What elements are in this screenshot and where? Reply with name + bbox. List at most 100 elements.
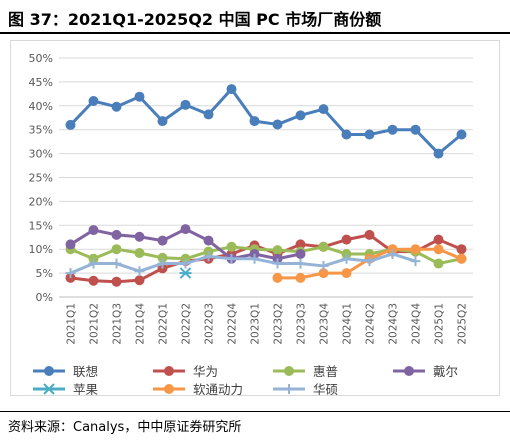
data-point <box>272 119 283 130</box>
y-tick-label: 30% <box>29 148 53 161</box>
data-point <box>179 267 192 279</box>
y-tick-label: 10% <box>29 243 53 256</box>
legend-label: 苹果 <box>73 382 99 395</box>
x-tick-label: 2022Q4 <box>227 303 239 345</box>
legend-item: 戴尔 <box>393 364 458 379</box>
x-tick-label: 2022Q2 <box>181 303 193 345</box>
data-point <box>318 260 329 271</box>
data-point <box>43 383 55 395</box>
data-point <box>341 234 352 245</box>
source-note: 资料来源：Canalys，中中原证券研究所 <box>8 420 242 435</box>
data-point <box>65 239 76 250</box>
data-point <box>157 235 168 246</box>
legend-item: 华为 <box>153 364 218 379</box>
data-point <box>433 258 444 269</box>
y-tick-label: 45% <box>29 76 53 89</box>
data-point <box>111 229 122 240</box>
data-point <box>318 104 329 115</box>
y-tick-label: 20% <box>29 195 53 208</box>
legend-label: 华硕 <box>313 382 338 395</box>
x-tick-label: 2023Q3 <box>296 303 308 345</box>
x-tick-label: 2025Q2 <box>457 303 469 345</box>
data-point <box>249 253 260 264</box>
data-point <box>164 384 174 394</box>
data-point <box>203 109 214 120</box>
x-tick-label: 2021Q1 <box>66 303 78 345</box>
data-point <box>180 99 191 110</box>
x-tick-label: 2025Q1 <box>434 303 446 345</box>
x-tick-label: 2021Q3 <box>112 303 124 345</box>
bottom-rule <box>0 411 510 412</box>
y-tick-label: 35% <box>29 124 53 137</box>
y-tick-label: 5% <box>36 267 53 280</box>
data-point <box>456 244 467 255</box>
data-point <box>226 241 237 252</box>
y-tick-label: 40% <box>29 100 53 113</box>
data-point <box>44 366 54 376</box>
data-point <box>88 225 99 236</box>
data-point <box>318 241 329 252</box>
x-tick-label: 2023Q2 <box>273 303 285 345</box>
data-point <box>295 110 306 121</box>
data-point <box>249 116 260 127</box>
data-point <box>410 256 421 267</box>
data-point <box>295 272 306 283</box>
market-share-line-chart: 0% 5% 10% 15% 20% 25% 30% 35% 40% 45% 50% 2021Q1 202… <box>29 52 473 395</box>
data-point <box>180 224 191 235</box>
data-point <box>88 258 99 269</box>
data-point <box>157 116 168 127</box>
data-point <box>203 251 214 262</box>
legend-label: 联想 <box>73 364 98 379</box>
legend-item: 华硕 <box>273 382 338 395</box>
data-point <box>364 256 375 267</box>
legend-label: 华为 <box>193 364 218 379</box>
data-point <box>111 244 122 255</box>
data-point <box>433 234 444 245</box>
data-point <box>410 244 421 255</box>
figure-title: 图 37：2021Q1-2025Q2 中国 PC 市场厂商份额 <box>8 10 382 29</box>
data-point <box>157 258 168 269</box>
x-tick-label: 2024Q3 <box>388 303 400 345</box>
y-tick-label: 15% <box>29 219 53 232</box>
x-tick-label: 2024Q1 <box>342 303 354 345</box>
data-point <box>226 253 237 264</box>
legend-label: 软通动力 <box>193 382 243 395</box>
data-point <box>318 268 329 279</box>
legend-item: 苹果 <box>33 382 99 395</box>
x-tick-label: 2022Q1 <box>158 303 170 345</box>
data-point <box>284 384 294 394</box>
y-tick-label: 25% <box>29 172 53 185</box>
data-point <box>65 119 76 130</box>
legend-item: 联想 <box>33 364 98 379</box>
x-tick-label: 2023Q4 <box>319 303 331 345</box>
data-point <box>433 148 444 159</box>
data-point <box>295 258 306 269</box>
series-line <box>69 87 463 156</box>
data-point <box>410 124 421 135</box>
data-point <box>134 91 145 102</box>
x-tick-label: 2024Q4 <box>411 303 423 345</box>
data-point <box>387 124 398 135</box>
legend-label: 戴尔 <box>433 364 458 379</box>
data-point <box>364 129 375 140</box>
data-point <box>341 129 352 140</box>
data-point <box>88 96 99 107</box>
data-point <box>295 239 306 250</box>
data-point <box>284 366 294 376</box>
data-point <box>456 253 467 264</box>
data-point <box>134 231 145 242</box>
data-point <box>111 276 122 287</box>
data-point <box>433 244 444 255</box>
data-point <box>134 248 145 259</box>
x-tick-label: 2021Q4 <box>135 303 147 345</box>
data-point <box>272 258 283 269</box>
data-point <box>65 268 76 279</box>
data-point <box>134 266 145 277</box>
legend-item: 惠普 <box>273 364 338 379</box>
data-point <box>456 129 467 140</box>
data-point <box>88 275 99 286</box>
data-point <box>404 366 414 376</box>
data-point <box>111 101 122 112</box>
data-point <box>203 235 214 246</box>
data-point <box>387 248 398 259</box>
